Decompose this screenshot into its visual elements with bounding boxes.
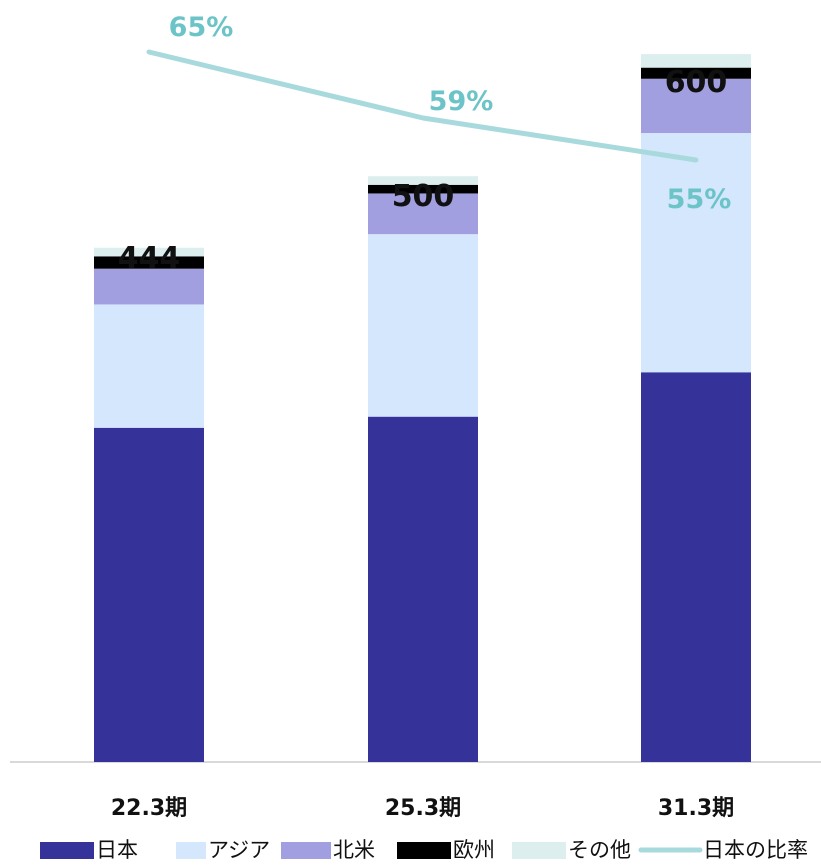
legend-label: 欧州 — [453, 838, 495, 862]
ratio-data-label: 55% — [667, 184, 732, 215]
bar-2-series-2 — [368, 234, 478, 417]
total-label: 444 — [118, 241, 181, 276]
legend-swatch — [40, 842, 94, 859]
legend-swatch — [176, 842, 206, 859]
ratio-line — [146, 49, 699, 163]
legend-swatch — [281, 842, 331, 859]
bar-1-series-5 — [94, 247, 204, 257]
legend-label: 日本 — [96, 838, 138, 862]
x-tick-label: 25.3期 — [385, 796, 461, 821]
legend-label: 日本の比率 — [703, 838, 808, 862]
legend-swatch — [397, 842, 451, 859]
total-label: 600 — [665, 65, 728, 100]
bar-2-series-1 — [368, 416, 478, 762]
ratio-data-label: 59% — [429, 86, 494, 117]
legend-label: アジア — [208, 838, 270, 862]
x-tick-label: 31.3期 — [658, 796, 734, 821]
bar-2-series-3 — [368, 193, 478, 235]
bar-3-series-2 — [641, 133, 751, 373]
bar-3-series-3 — [641, 78, 751, 134]
bar-3-series-5 — [641, 54, 751, 68]
x-tick-label: 22.3期 — [111, 796, 187, 821]
legend-label: その他 — [568, 838, 631, 862]
bar-2-series-5 — [368, 176, 478, 185]
bar-1-series-3 — [94, 268, 204, 305]
bar-1-series-2 — [94, 304, 204, 428]
bar-1-series-4 — [94, 256, 204, 269]
legend-label: 北米 — [333, 838, 375, 862]
bar-3-series-4 — [641, 67, 751, 79]
legend-swatch — [512, 842, 566, 859]
bar-3-series-1 — [641, 372, 751, 762]
bar-1-series-1 — [94, 427, 204, 762]
bar-2-series-4 — [368, 184, 478, 194]
total-label: 500 — [392, 179, 455, 214]
ratio-data-label: 65% — [169, 12, 234, 43]
